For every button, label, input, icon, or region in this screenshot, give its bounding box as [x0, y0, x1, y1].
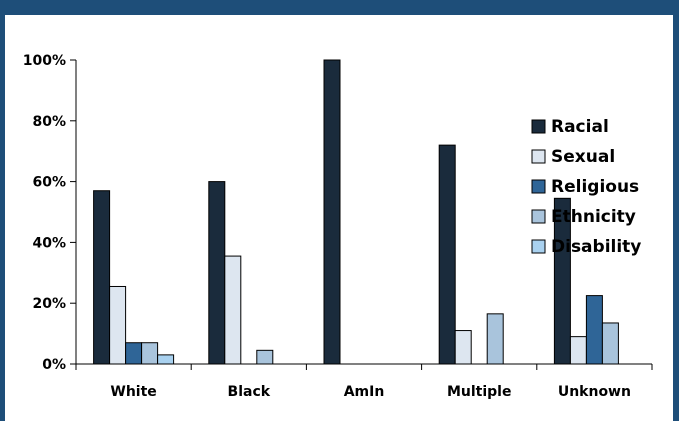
bar-racial-unknown [553, 197, 571, 365]
bar-racial-white [93, 190, 111, 365]
y-tick-label: 60% [32, 175, 66, 191]
bar-ethnicity-white [141, 342, 159, 365]
bar-chart: 0% 20% 40% 60% 80% 100% White Black AmIn Multiple… [23, 53, 653, 400]
legend-swatch-sexual [531, 149, 546, 164]
legend-label-ethnicity: Ethnicity [551, 207, 636, 227]
bar-religious-white [125, 342, 143, 365]
x-category-label: Black [228, 384, 271, 400]
x-category-label: AmIn [344, 384, 385, 400]
bar-racial-amin [323, 59, 341, 365]
y-tick-label: 100% [23, 53, 66, 69]
bar-sexual-multiple [454, 330, 472, 365]
x-category-label: Unknown [558, 384, 631, 400]
y-tick-label: 0% [42, 357, 66, 373]
legend-label-disability: Disability [551, 237, 641, 257]
legend-label-religious: Religious [551, 177, 639, 197]
bar-racial-black [208, 181, 226, 365]
legend-swatch-racial [531, 119, 546, 134]
bar-ethnicity-multiple [486, 313, 504, 365]
x-category-label: White [110, 384, 156, 400]
bar-religious-unknown [585, 295, 603, 365]
legend-label-racial: Racial [551, 117, 609, 137]
bar-sexual-black [224, 255, 242, 365]
bar-sexual-white [109, 285, 127, 365]
y-tick-label: 80% [32, 114, 66, 130]
y-tick-label: 20% [32, 296, 66, 312]
legend-swatch-ethnicity [531, 209, 546, 224]
legend-swatch-disability [531, 239, 546, 254]
bar-sexual-unknown [569, 336, 587, 365]
y-tick-label: 40% [32, 235, 66, 251]
bar-racial-multiple [438, 144, 456, 365]
legend-label-sexual: Sexual [551, 147, 615, 167]
legend-swatch-religious [531, 179, 546, 194]
chart-panel: 0% 20% 40% 60% 80% 100% White Black AmIn Multiple… [5, 15, 673, 421]
bar-ethnicity-black [256, 349, 274, 365]
x-category-label: Multiple [447, 384, 512, 400]
bar-disability-white [157, 354, 175, 365]
bar-ethnicity-unknown [601, 322, 619, 365]
